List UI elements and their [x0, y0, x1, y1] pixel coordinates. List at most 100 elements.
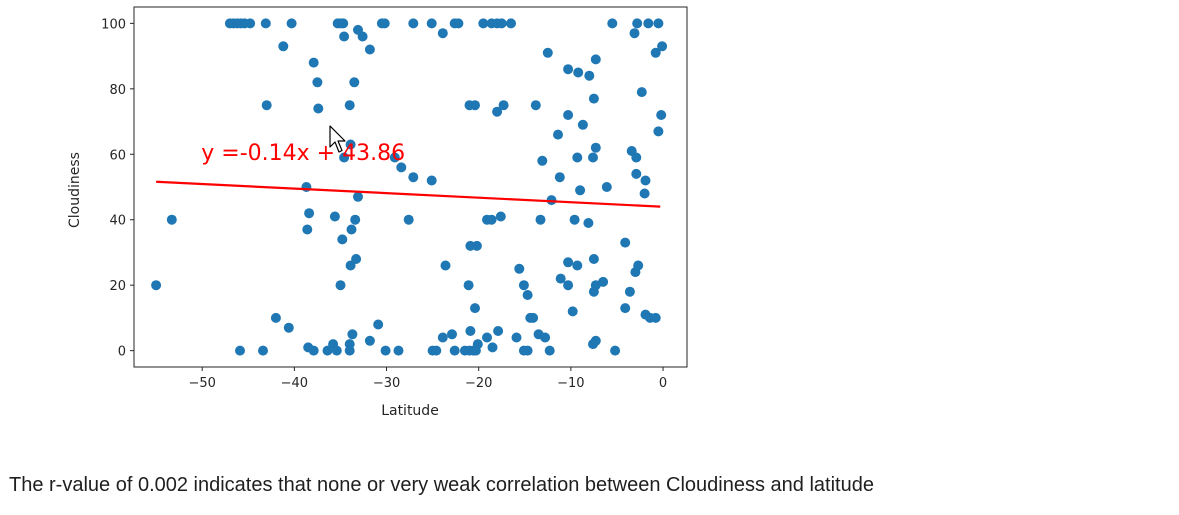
data-point — [437, 28, 448, 39]
data-point — [498, 100, 509, 111]
data-point — [380, 345, 391, 356]
data-point — [339, 152, 350, 163]
data-point — [522, 290, 533, 300]
data-point — [389, 152, 400, 163]
data-point — [329, 211, 340, 222]
data-point — [542, 47, 553, 58]
data-point — [470, 345, 481, 356]
data-point — [447, 329, 457, 340]
data-point — [639, 188, 650, 199]
regression-equation: y =-0.14x + 43.86 — [201, 141, 405, 166]
data-point — [572, 152, 583, 163]
data-point — [245, 18, 256, 29]
data-point — [339, 31, 350, 42]
data-point — [584, 70, 595, 81]
data-point — [344, 100, 355, 111]
regression-line — [156, 180, 661, 208]
data-point — [630, 267, 641, 278]
data-point — [166, 214, 177, 225]
data-point — [546, 195, 557, 206]
y-tick-label: 20 — [109, 279, 126, 294]
data-point — [301, 182, 312, 192]
data-point — [487, 342, 498, 353]
data-point — [575, 185, 586, 196]
data-point — [631, 168, 642, 179]
data-point — [653, 18, 664, 29]
data-point — [347, 329, 358, 340]
data-point — [518, 280, 529, 291]
data-point — [437, 332, 448, 343]
x-axis-label: Latitude — [381, 403, 439, 419]
data-point — [396, 162, 407, 173]
data-point — [563, 257, 574, 268]
chart-svg: y =-0.14x + 43.86 −50 −40 −30 −20 −10 0 0 20 40 6… — [67, 6, 688, 419]
data-point — [308, 57, 319, 68]
data-point — [607, 18, 618, 29]
data-point — [335, 280, 346, 291]
data-point — [322, 345, 333, 356]
data-point — [364, 44, 375, 55]
data-point — [373, 319, 384, 330]
x-tick-label: −50 — [188, 376, 215, 391]
y-axis-label: Cloudiness — [67, 152, 83, 228]
data-point — [313, 103, 324, 114]
data-point — [349, 77, 360, 88]
y-tick-label: 0 — [118, 345, 126, 360]
data-point — [553, 129, 563, 140]
data-point — [588, 152, 598, 163]
data-point — [530, 100, 541, 111]
data-point — [569, 214, 580, 225]
data-point — [624, 286, 635, 297]
data-point — [286, 18, 297, 29]
points-layer — [151, 18, 668, 356]
data-point — [590, 142, 601, 153]
data-point — [283, 322, 294, 333]
data-point — [278, 41, 289, 52]
data-point — [426, 18, 437, 29]
data-point — [470, 100, 480, 111]
data-point — [643, 18, 654, 29]
data-point — [537, 155, 548, 166]
data-point — [408, 172, 419, 183]
data-point — [302, 224, 313, 235]
data-point — [482, 332, 492, 343]
data-point — [650, 47, 661, 58]
data-point — [528, 312, 539, 323]
data-point — [453, 18, 464, 29]
data-point — [235, 345, 245, 356]
x-tick-label: −40 — [281, 376, 308, 391]
data-point — [601, 182, 612, 192]
data-point — [492, 106, 503, 117]
data-point — [331, 345, 342, 356]
data-point — [471, 240, 482, 251]
data-point — [312, 77, 323, 88]
data-point — [610, 345, 621, 356]
data-point — [270, 312, 281, 323]
data-point — [364, 335, 375, 346]
data-point — [657, 41, 668, 52]
data-point — [426, 175, 437, 186]
data-point — [465, 326, 476, 336]
data-point — [344, 345, 355, 356]
data-point — [486, 214, 497, 225]
data-point — [650, 312, 661, 323]
data-point — [345, 139, 356, 150]
x-tick-label: −20 — [465, 376, 492, 391]
data-point — [544, 345, 555, 356]
data-point — [636, 87, 647, 98]
data-point — [631, 152, 642, 163]
data-point — [261, 100, 272, 111]
data-point — [357, 31, 368, 42]
data-point — [573, 67, 584, 78]
data-point — [379, 18, 390, 29]
plot-background — [134, 7, 687, 367]
y-tick-label: 80 — [109, 83, 126, 98]
data-point — [588, 286, 599, 297]
data-point — [393, 345, 404, 356]
data-point — [629, 28, 640, 39]
data-point — [496, 18, 507, 29]
data-point — [656, 110, 667, 120]
ticks-layer: −50 −40 −30 −20 −10 0 0 20 40 60 80 100 — [101, 17, 667, 391]
data-point — [588, 93, 599, 104]
data-point — [470, 303, 480, 314]
